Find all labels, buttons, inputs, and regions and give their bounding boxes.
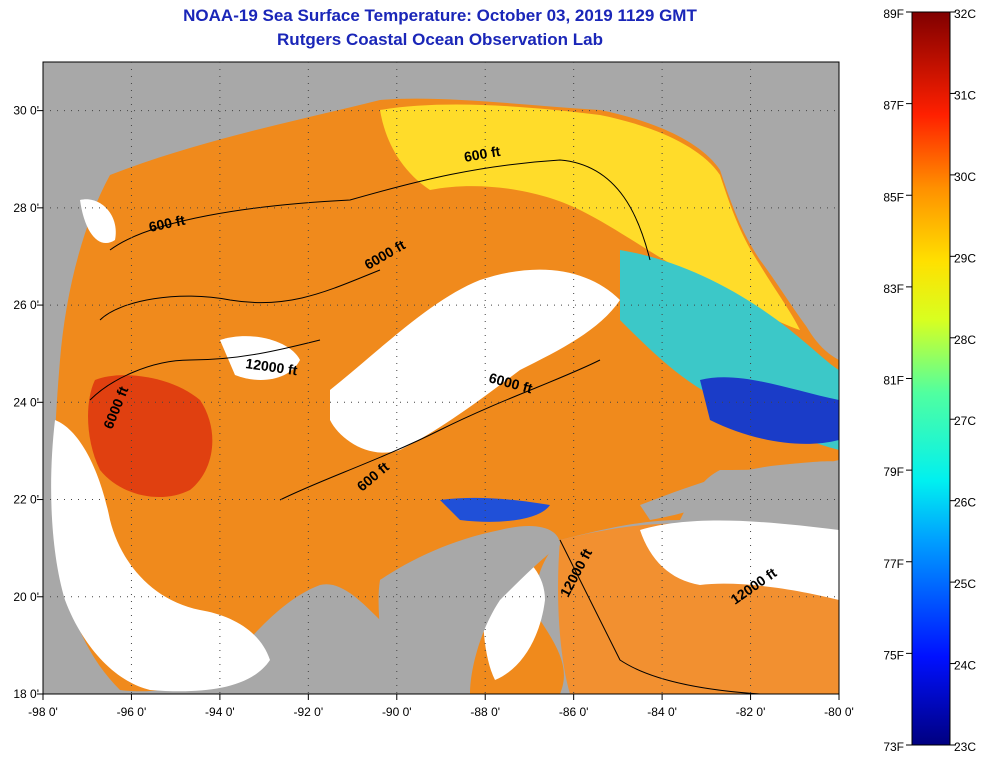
warm-core [88, 375, 213, 498]
colorbar-celsius-labels: 32C 31C 30C 29C 28C 27C 26C 25C 24C 23C [950, 7, 976, 754]
bathymetry-contours [89, 159, 761, 694]
y-tick-label: 20 0' [13, 590, 39, 604]
florida-land [720, 62, 839, 360]
contour-line [559, 539, 761, 694]
colorbar-f-label: 81F [883, 374, 904, 388]
x-tick-label: -88 0' [470, 705, 500, 719]
contour-line [279, 359, 601, 501]
x-tick-label: -90 0' [382, 705, 412, 719]
cloud-mask [330, 269, 620, 453]
x-tick-label: -80 0' [824, 705, 854, 719]
x-tick-label: -96 0' [117, 705, 147, 719]
cold-patch [440, 497, 550, 522]
colorbar-c-label: 29C [954, 251, 976, 265]
colorbar-c-label: 25C [954, 577, 976, 591]
cloud-mask [80, 199, 116, 244]
cuba-land [640, 461, 839, 520]
colorbar-c-label: 30C [954, 170, 976, 184]
x-tick-label: -94 0' [205, 705, 235, 719]
map-title: NOAA-19 Sea Surface Temperature: October… [183, 6, 697, 25]
cloud-mask [220, 336, 300, 380]
x-axis: -98 0' -96 0' -94 0' -92 0' -90 0' -88 0' -86 … [28, 62, 854, 719]
colorbar-c-label: 28C [954, 333, 976, 347]
y-tick-label: 24 0' [13, 395, 39, 409]
contour-line [109, 159, 651, 261]
y-tick-label: 26 0' [13, 298, 39, 312]
x-tick-label: -82 0' [736, 705, 766, 719]
yucatan-land [378, 525, 560, 694]
contour-line [99, 269, 381, 321]
cloud-mask [640, 520, 839, 600]
colorbar-f-label: 75F [883, 648, 904, 662]
x-tick-label: -92 0' [294, 705, 324, 719]
y-tick-label: 18 0' [13, 687, 39, 701]
contour-label: 600 ft [147, 212, 186, 235]
x-tick-label: -86 0' [559, 705, 589, 719]
y-tick-label: 28 0' [13, 201, 39, 215]
colorbar-c-label: 24C [954, 659, 976, 673]
colorbar-c-label: 31C [954, 88, 976, 102]
colorbar-f-label: 77F [883, 557, 904, 571]
y-tick-label: 22 0' [13, 493, 39, 507]
colorbar-c-label: 23C [954, 740, 976, 754]
colorbar-f-label: 89F [883, 7, 904, 21]
y-axis: 30 0' 28 0' 26 0' 24 0' 22 0' 20 0' 18 0' [13, 104, 839, 701]
colorbar [911, 11, 951, 746]
x-tick-label: -84 0' [647, 705, 677, 719]
colorbar-fahrenheit-labels: 89F 87F 85F 83F 81F 79F 77F 75F 73F [883, 7, 912, 754]
map-subtitle: Rutgers Coastal Ocean Observation Lab [277, 30, 603, 49]
colorbar-c-label: 27C [954, 414, 976, 428]
y-tick-label: 30 0' [13, 104, 39, 118]
colorbar-c-label: 32C [954, 7, 976, 21]
colorbar-f-label: 83F [883, 282, 904, 296]
colorbar-f-label: 85F [883, 190, 904, 204]
colorbar-f-label: 73F [883, 740, 904, 754]
contour-label: 12000 ft [245, 355, 299, 378]
contour-line [89, 339, 321, 401]
x-tick-label: -98 0' [28, 705, 58, 719]
cloud-mask [51, 420, 270, 692]
contour-label: 600 ft [463, 143, 502, 165]
map-frame [42, 61, 840, 695]
colorbar-c-label: 26C [954, 496, 976, 510]
colorbar-f-label: 87F [883, 99, 904, 113]
cold-patch [700, 377, 839, 444]
colorbar-f-label: 79F [883, 465, 904, 479]
